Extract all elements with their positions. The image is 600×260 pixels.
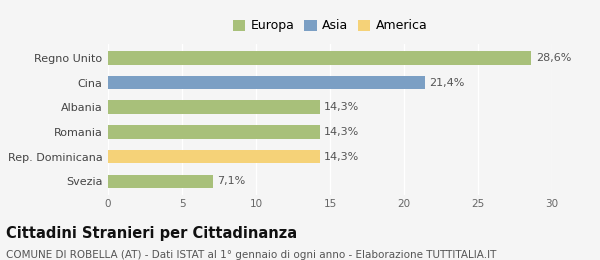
Bar — [108, 150, 320, 164]
Text: 7,1%: 7,1% — [218, 176, 246, 186]
Bar — [108, 125, 320, 139]
Bar — [108, 51, 531, 65]
Text: 14,3%: 14,3% — [324, 127, 359, 137]
Bar — [108, 76, 425, 89]
Text: COMUNE DI ROBELLA (AT) - Dati ISTAT al 1° gennaio di ogni anno - Elaborazione TU: COMUNE DI ROBELLA (AT) - Dati ISTAT al 1… — [6, 250, 496, 259]
Text: 21,4%: 21,4% — [429, 77, 464, 88]
Bar — [108, 100, 320, 114]
Text: 14,3%: 14,3% — [324, 102, 359, 112]
Legend: Europa, Asia, America: Europa, Asia, America — [230, 17, 430, 35]
Text: Cittadini Stranieri per Cittadinanza: Cittadini Stranieri per Cittadinanza — [6, 226, 297, 241]
Bar — [108, 174, 213, 188]
Text: 14,3%: 14,3% — [324, 152, 359, 162]
Text: 28,6%: 28,6% — [536, 53, 571, 63]
